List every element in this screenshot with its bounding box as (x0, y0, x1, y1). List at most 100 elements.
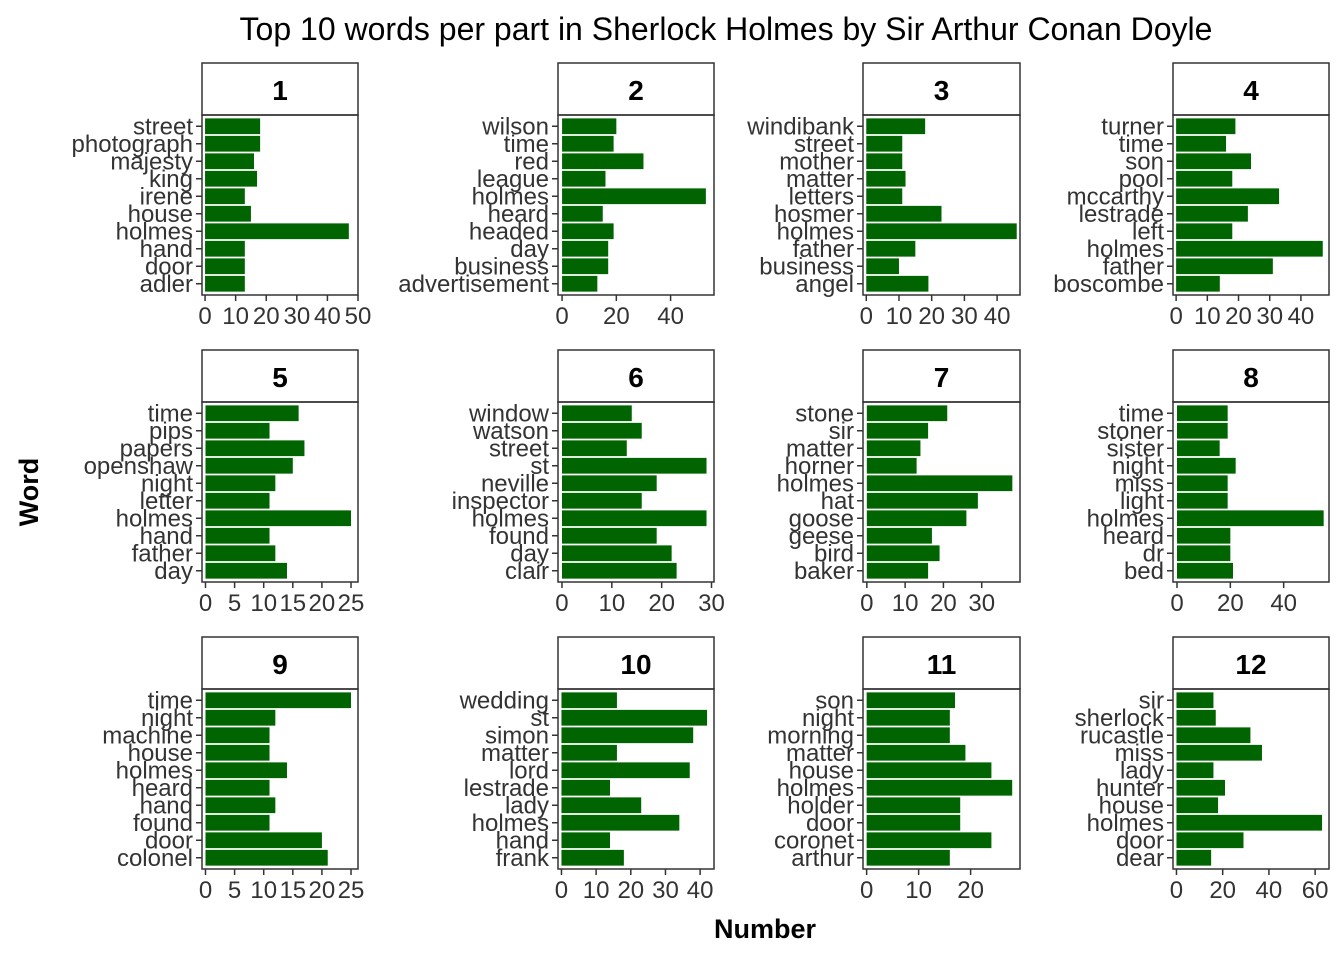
panel-frame (862, 401, 1021, 583)
word-label: time (148, 400, 193, 427)
facet-panel-6: 6 windowwatsonstreetstnevilleinspectorhol… (452, 349, 725, 617)
x-tick-label: 10 (598, 590, 625, 617)
bar-hosmer (866, 205, 942, 222)
x-tick-label: 10 (583, 877, 610, 904)
bar-wilson (562, 118, 617, 135)
chart-title: Top 10 words per part in Sherlock Holmes… (240, 11, 1213, 47)
panel-frame (557, 114, 715, 296)
panel-frame (201, 688, 359, 870)
bar-matter (866, 170, 906, 187)
x-tick-label: 20 (648, 590, 675, 617)
word-label: wilson (481, 113, 549, 140)
x-tick-label: 20 (617, 877, 644, 904)
facet-panel-8: 8 timestonersisternightmisslightholmeshea… (1087, 349, 1330, 617)
bar-hand (205, 797, 276, 814)
x-tick-label: 5 (228, 590, 241, 617)
bar-house (866, 762, 992, 779)
bar-heard (205, 779, 270, 796)
bar-stone (866, 405, 948, 422)
word-label: papers (120, 435, 193, 462)
bar-father (866, 240, 916, 257)
bar-light (1177, 492, 1228, 509)
bar-pool (1176, 170, 1233, 187)
word-label: clair (505, 558, 549, 585)
facet-panel-10: 10 weddingstsimonmatterlordlestradeladyho… (459, 636, 715, 904)
x-tick-label: 5 (228, 877, 241, 904)
facet-strip (557, 349, 715, 403)
bar-holmes (205, 762, 287, 779)
word-label: turner (1101, 113, 1164, 140)
word-label: holmes (777, 775, 854, 802)
bar-miss (1176, 744, 1262, 761)
word-label: morning (767, 722, 854, 749)
panel-frame (557, 401, 715, 583)
x-tick-label: 40 (314, 303, 341, 330)
bar-time (205, 405, 299, 422)
x-tick-label: 20 (603, 303, 630, 330)
x-tick-label: 20 (253, 303, 280, 330)
facet-panel-2: 2 wilsontimeredleagueholmesheardheadedday… (398, 62, 715, 330)
word-label: dr (1143, 540, 1164, 567)
bar-sister (1177, 440, 1220, 457)
word-label: son (1125, 148, 1164, 175)
bar-boscombe (1176, 275, 1220, 292)
x-axis-title: Number (714, 914, 817, 944)
word-label: house (1099, 792, 1164, 819)
bar-st (561, 457, 707, 474)
bar-colonel (205, 849, 328, 866)
word-label: light (1120, 488, 1164, 515)
bar-night (866, 709, 950, 726)
bar-house (1176, 797, 1219, 814)
facet-strip-label: 5 (272, 362, 288, 393)
word-label: geese (789, 523, 854, 550)
x-tick-label: 20 (930, 590, 957, 617)
bar-holmes (205, 223, 349, 240)
word-label: lady (1120, 757, 1164, 784)
bar-found (205, 814, 270, 831)
x-tick-label: 0 (555, 877, 568, 904)
word-label: son (815, 687, 854, 714)
x-tick-label: 0 (860, 590, 873, 617)
bar-day (562, 240, 609, 257)
word-label: holmes (777, 470, 854, 497)
facet-strip (1172, 636, 1330, 690)
bar-lady (561, 797, 642, 814)
word-label: holder (787, 792, 854, 819)
bar-lestrade (561, 779, 610, 796)
bar-openshaw (205, 457, 293, 474)
word-label: windibank (746, 113, 855, 140)
x-tick-label: 0 (1169, 303, 1182, 330)
word-label: baker (794, 558, 854, 585)
facet-strip-label: 7 (934, 362, 950, 393)
bar-papers (205, 440, 305, 457)
bar-window (561, 405, 632, 422)
word-label: bed (1124, 558, 1164, 585)
bar-house (205, 205, 251, 222)
x-tick-label: 40 (687, 877, 714, 904)
word-label: holmes (116, 757, 193, 784)
x-tick-label: 0 (198, 303, 211, 330)
bar-heard (1177, 527, 1231, 544)
panel-frame (557, 688, 715, 870)
bar-letters (866, 188, 903, 205)
bar-watson (561, 422, 642, 439)
facet-strip (201, 349, 359, 403)
bar-time (1176, 135, 1227, 152)
x-tick-label: 50 (345, 303, 372, 330)
bar-simon (561, 727, 694, 744)
facet-strip-label: 9 (272, 649, 288, 680)
bar-dr (1177, 545, 1231, 562)
word-label: holmes (472, 810, 549, 837)
bar-bird (866, 545, 940, 562)
x-tick-label: 15 (279, 877, 306, 904)
bar-night (1177, 457, 1236, 474)
bar-goose (866, 510, 967, 527)
x-tick-label: 40 (657, 303, 684, 330)
panel-frame (862, 114, 1021, 296)
word-label: letters (789, 183, 854, 210)
bar-mother (866, 153, 903, 170)
word-label: found (133, 810, 193, 837)
word-label: lord (509, 757, 549, 784)
bar-machine (205, 727, 270, 744)
